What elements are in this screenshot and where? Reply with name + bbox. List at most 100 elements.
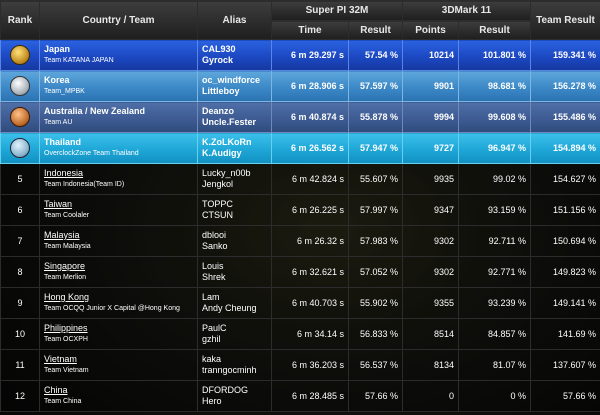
team-name: Team Indonesia(Team ID) — [44, 181, 125, 188]
country-name: Australia / New Zealand — [44, 106, 146, 116]
alias-primary: oc_windforce — [202, 75, 261, 85]
country-team-cell: Malaysia Team Malaysia — [39, 225, 198, 257]
superpi-time: 6 m 28.485 s — [271, 380, 349, 412]
alias-secondary: Littleboy — [202, 86, 240, 96]
table-row: Korea Team_MPBK oc_windforce Littleboy 6… — [0, 70, 600, 102]
alias-cell: DFORDOG Hero — [197, 380, 272, 412]
table-row: 5 Indonesia Team Indonesia(Team ID) Luck… — [0, 163, 600, 195]
country-team-cell: Taiwan Team Coolaler — [39, 194, 198, 226]
3dmark-result: 93.159 % — [457, 194, 532, 226]
team-result: 150.694 % — [530, 225, 600, 257]
alias-cell: CAL930 Gyrock — [197, 39, 272, 71]
alias-secondary: Gyrock — [202, 55, 234, 65]
3dmark-points: 9727 — [402, 132, 459, 164]
3dmark-points: 9347 — [402, 194, 459, 226]
alias-cell: Lam Andy Cheung — [197, 287, 272, 319]
alias-cell: TOPPC CTSUN — [197, 194, 272, 226]
alias-primary: Lucky_n00b — [202, 168, 251, 178]
alias-secondary: tranngocminh — [202, 365, 257, 375]
rank-cell — [0, 101, 40, 133]
country-name: China — [44, 385, 68, 395]
alias-cell: oc_windforce Littleboy — [197, 70, 272, 102]
points-header: Points — [402, 20, 459, 40]
superpi-result: 57.983 % — [348, 225, 403, 257]
superpi-result: 57.597 % — [348, 70, 403, 102]
3dmark-points: 10214 — [402, 39, 459, 71]
3dmark-result: 96.947 % — [457, 132, 532, 164]
team-result: 137.607 % — [530, 349, 600, 381]
country-team-cell: Korea Team_MPBK — [39, 70, 198, 102]
superpi-result: 57.997 % — [348, 194, 403, 226]
superpi-header: Super PI 32M — [271, 0, 403, 21]
3dmark-points: 9302 — [402, 256, 459, 288]
alias-secondary: CTSUN — [202, 210, 233, 220]
team-name: Team KATANA JAPAN — [44, 57, 114, 64]
3dmark-points: 8514 — [402, 318, 459, 350]
superpi-result: 55.902 % — [348, 287, 403, 319]
table-row: 8 Singapore Team Merlion Louis Shrek 6 m… — [0, 256, 600, 288]
alias-primary: K.ZoLKoRn — [202, 137, 252, 147]
superpi-time: 6 m 26.32 s — [271, 225, 349, 257]
rank-cell: 9 — [0, 287, 40, 319]
country-team-cell: Hong Kong Team OCQQ Junior X Capital @Ho… — [39, 287, 198, 319]
table-row: Australia / New Zealand Team AU Deanzo U… — [0, 101, 600, 133]
alias-secondary: Andy Cheung — [202, 303, 257, 313]
team-name: Team Malaysia — [44, 243, 91, 250]
country-name: Singapore — [44, 261, 86, 271]
3dmark-points: 9994 — [402, 101, 459, 133]
rank-cell: 8 — [0, 256, 40, 288]
superpi-time: 6 m 26.562 s — [271, 132, 349, 164]
bronze-medal-icon — [10, 107, 30, 127]
3dmark-result: 99.608 % — [457, 101, 532, 133]
superpi-result: 56.833 % — [348, 318, 403, 350]
superpi-time: 6 m 34.14 s — [271, 318, 349, 350]
alias-secondary: Uncle.Fester — [202, 117, 257, 127]
superpi-result: 57.947 % — [348, 132, 403, 164]
team-name: Team China — [44, 398, 82, 405]
alias-primary: Louis — [202, 261, 224, 271]
team-result: 156.278 % — [530, 70, 600, 102]
alias-secondary: K.Audigy — [202, 148, 242, 158]
team-result: 57.66 % — [530, 380, 600, 412]
rank-cell — [0, 132, 40, 164]
superpi-result: 56.537 % — [348, 349, 403, 381]
superpi-time: 6 m 42.824 s — [271, 163, 349, 195]
table-row: Thailand OverclockZone Team Thailand K.Z… — [0, 132, 600, 164]
plain-medal-icon — [10, 138, 30, 158]
alias-primary: CAL930 — [202, 44, 236, 54]
superpi-time: 6 m 36.203 s — [271, 349, 349, 381]
country-team-cell: Indonesia Team Indonesia(Team ID) — [39, 163, 198, 195]
country-team-cell: Japan Team KATANA JAPAN — [39, 39, 198, 71]
mark-result-header: Result — [457, 20, 532, 40]
alias-cell: PaulC gzhil — [197, 318, 272, 350]
alias-primary: TOPPC — [202, 199, 233, 209]
team-result: 154.894 % — [530, 132, 600, 164]
superpi-result: 57.052 % — [348, 256, 403, 288]
superpi-time: 6 m 40.703 s — [271, 287, 349, 319]
3dmark-points: 9935 — [402, 163, 459, 195]
country-team-header: Country / Team — [39, 0, 198, 40]
3dmark-result: 99.02 % — [457, 163, 532, 195]
country-team-cell: Australia / New Zealand Team AU — [39, 101, 198, 133]
country-name: Thailand — [44, 137, 82, 147]
team-result-header: Team Result — [530, 0, 600, 40]
3dmark-result: 92.711 % — [457, 225, 532, 257]
3dmark-points: 9302 — [402, 225, 459, 257]
alias-primary: dblooi — [202, 230, 227, 240]
table-row: 10 Philippines Team OCXPH PaulC gzhil 6 … — [0, 318, 600, 350]
country-name: Hong Kong — [44, 292, 90, 302]
superpi-time: 6 m 28.906 s — [271, 70, 349, 102]
team-result: 141.69 % — [530, 318, 600, 350]
team-name: Team Coolaler — [44, 212, 90, 219]
rank-cell — [0, 39, 40, 71]
team-name: Team Vietnam — [44, 367, 89, 374]
3dmark-points: 8134 — [402, 349, 459, 381]
team-result: 159.341 % — [530, 39, 600, 71]
superpi-time: 6 m 40.874 s — [271, 101, 349, 133]
country-name: Taiwan — [44, 199, 73, 209]
country-team-cell: Vietnam Team Vietnam — [39, 349, 198, 381]
rank-cell: 5 — [0, 163, 40, 195]
country-team-cell: Thailand OverclockZone Team Thailand — [39, 132, 198, 164]
rank-cell: 12 — [0, 380, 40, 412]
